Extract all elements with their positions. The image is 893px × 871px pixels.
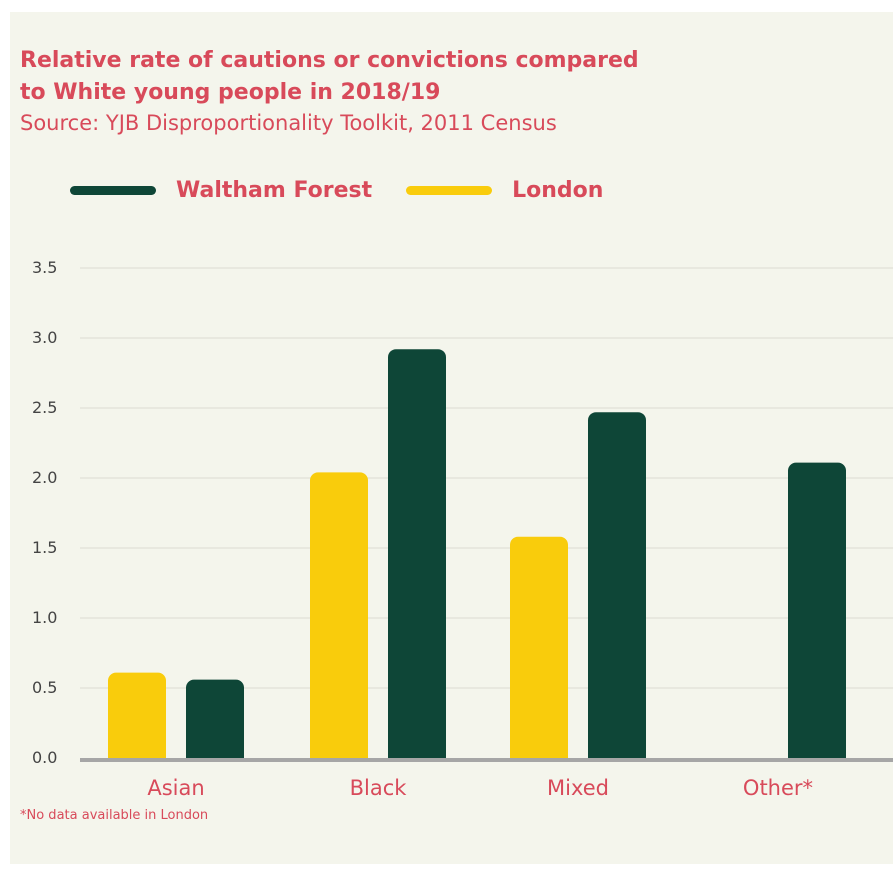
y-tick-label: 2.0 [32, 468, 57, 487]
x-tick-label-mixed: Mixed [547, 776, 609, 800]
y-tick-label: 1.0 [32, 608, 57, 627]
legend-item-london: London [406, 178, 603, 203]
bar-waltham-forest-asian [186, 679, 244, 766]
chart-legend: Waltham Forest London [70, 170, 637, 210]
x-axis-labels: Asian Black Mixed Other* [147, 776, 813, 800]
bar-waltham-forest-mixed [588, 412, 646, 766]
y-tick-label: 1.5 [32, 538, 57, 557]
chart-title-line-1: Relative rate of cautions or convictions… [20, 48, 639, 73]
chart-source: Source: YJB Disproportionality Toolkit, … [20, 111, 557, 135]
y-tick-label: 2.5 [32, 398, 57, 417]
legend-swatch-london [406, 185, 493, 195]
x-tick-label-black: Black [350, 776, 408, 800]
bar-london-mixed [510, 536, 568, 766]
y-tick-label: 3.5 [32, 258, 57, 277]
chart-title: Relative rate of cautions or convictions… [20, 45, 639, 109]
x-tick-label-other: Other* [743, 776, 813, 800]
y-axis-ticks: 0.0 0.5 1.0 1.5 2.0 2.5 3.0 3.5 [32, 258, 57, 767]
chart-footnote: *No data available in London [20, 808, 209, 823]
legend-label-waltham-forest: Waltham Forest [176, 177, 373, 203]
bar-london-asian [108, 672, 166, 766]
x-tick-label-asian: Asian [147, 776, 204, 800]
bars [80, 349, 893, 772]
bar-waltham-forest-black [388, 349, 446, 766]
y-tick-label: 3.0 [32, 328, 57, 347]
chart-title-line-2: to White young people in 2018/19 [20, 80, 441, 105]
bar-london-black [310, 472, 368, 766]
legend-item-waltham-forest: Waltham Forest [70, 178, 372, 203]
gridlines [80, 267, 893, 689]
y-tick-label: 0.0 [32, 748, 57, 767]
bar-waltham-forest-other [788, 462, 846, 766]
legend-swatch-waltham-forest [70, 185, 156, 195]
legend-label-london: London [512, 177, 604, 203]
y-tick-label: 0.5 [32, 678, 57, 697]
baseline-mask [80, 762, 893, 772]
